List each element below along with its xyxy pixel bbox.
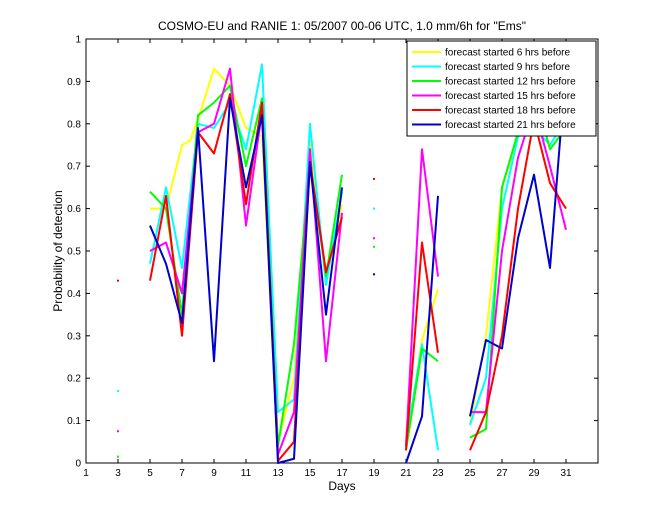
y-tick-label: 0.5 [67, 247, 81, 258]
series-2 [117, 63, 567, 451]
series-point [117, 389, 119, 392]
x-tick-label: 21 [400, 468, 412, 479]
series-line [405, 148, 439, 447]
x-tick-label: 3 [115, 468, 121, 479]
x-tick-label: 5 [147, 468, 153, 479]
series-line [405, 195, 439, 464]
x-tick-label: 23 [432, 468, 444, 479]
series-line [149, 63, 343, 414]
chart-title: COSMO-EU and RANIE 1: 05/2007 00-06 UTC,… [158, 19, 526, 33]
legend-label: forecast started 15 hrs before [445, 91, 576, 102]
x-tick-label: 9 [211, 468, 217, 479]
y-tick-label: 0.7 [67, 162, 81, 173]
series-point [373, 245, 375, 248]
x-axis-label: Days [328, 479, 355, 493]
y-tick-label: 0 [75, 459, 81, 470]
series-line [149, 67, 343, 456]
x-tick-label: 11 [241, 468, 252, 479]
series-layer [117, 63, 567, 464]
y-tick-label: 0.1 [67, 416, 81, 427]
legend-label: forecast started 21 hrs before [445, 120, 576, 131]
y-axis-label: Probability of detection [51, 190, 65, 311]
series-point [373, 273, 375, 276]
series-line [149, 97, 343, 464]
y-tick-label: 0.9 [67, 77, 81, 88]
y-tick-label: 0.6 [67, 204, 81, 215]
series-6 [149, 64, 567, 464]
series-point [117, 279, 119, 282]
legend-label: forecast started 6 hrs before [445, 48, 571, 59]
legend-label: forecast started 9 hrs before [445, 62, 571, 73]
x-tick-label: 25 [464, 468, 476, 479]
series-line [469, 119, 567, 426]
x-tick-label: 7 [179, 468, 185, 479]
y-tick-label: 0.3 [67, 331, 81, 342]
series-line [469, 118, 567, 451]
series-point [373, 177, 375, 180]
y-tick-label: 0.2 [67, 374, 81, 385]
series-point [117, 455, 119, 458]
y-tick-label: 0.4 [67, 289, 81, 300]
x-tick-label: 29 [528, 468, 540, 479]
y-tick-label: 0.8 [67, 119, 81, 130]
y-ticks: 0 0.1 0.2 0.3 0.4 0.5 0.6 0.7 0.8 0.9 1 [67, 35, 598, 470]
y-tick-label: 1 [75, 35, 81, 46]
x-ticks: 1 3 5 7 9 11 13 15 17 19 21 23 25 27 29 31 [83, 39, 572, 479]
x-tick-label: 15 [304, 468, 316, 479]
x-tick-label: 27 [496, 468, 508, 479]
legend: forecast started 6 hrs before forecast st… [406, 40, 597, 137]
x-tick-label: 1 [83, 468, 89, 479]
series-point [373, 207, 375, 210]
series-point [373, 237, 375, 240]
x-tick-label: 19 [368, 468, 380, 479]
series-point [117, 430, 119, 433]
legend-label: forecast started 18 hrs before [445, 106, 576, 117]
x-tick-label: 17 [336, 468, 348, 479]
x-tick-label: 31 [560, 468, 572, 479]
series-line [405, 347, 439, 451]
series-line [469, 64, 567, 417]
x-tick-label: 13 [272, 468, 284, 479]
legend-box [406, 40, 597, 137]
series-line [405, 343, 439, 451]
legend-label: forecast started 12 hrs before [445, 77, 576, 88]
series-line [405, 241, 439, 451]
